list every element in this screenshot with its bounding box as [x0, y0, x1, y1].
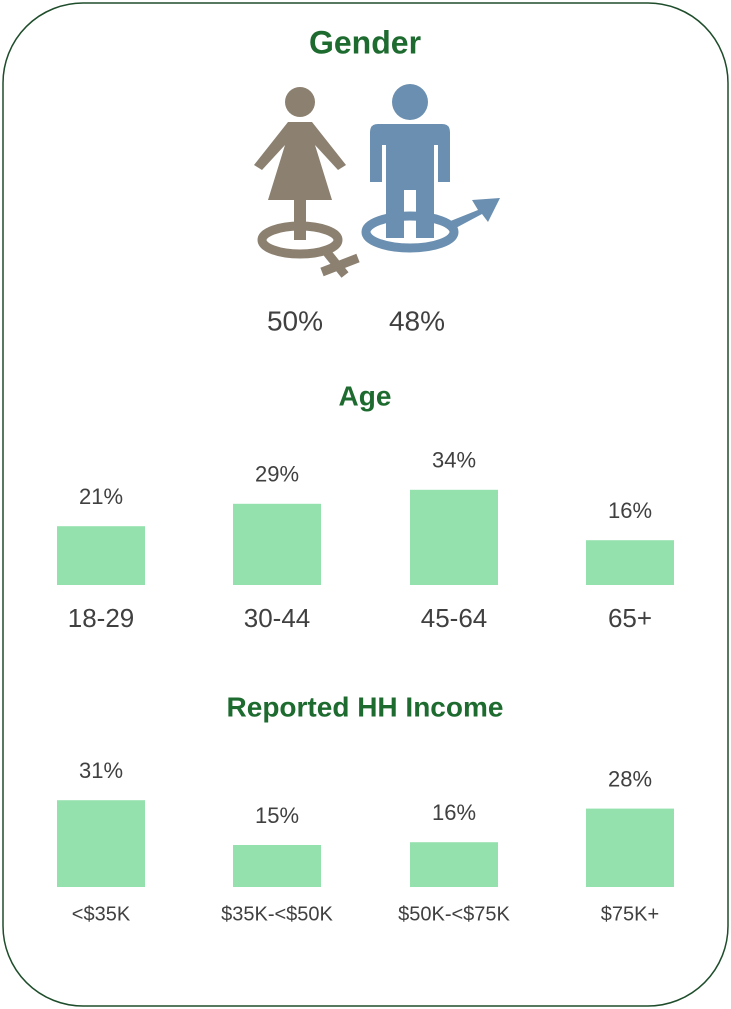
bar [57, 526, 145, 585]
male-arrow [448, 198, 500, 230]
female-cross [320, 247, 360, 278]
male-body [370, 124, 450, 238]
female-ring [257, 221, 343, 259]
category-label: $50K-<$75K [398, 903, 510, 925]
chart-title: Gender [309, 24, 421, 60]
bar [57, 800, 145, 887]
value-label: 29% [255, 462, 299, 487]
male-ring [361, 211, 459, 253]
category-label: $35K-<$50K [221, 903, 333, 925]
bar [233, 503, 321, 585]
gender-icon [254, 87, 360, 278]
value-label: 16% [608, 498, 652, 523]
chart-title: Age [339, 380, 392, 411]
bar [586, 540, 674, 585]
bar [233, 845, 321, 887]
category-label: 18-29 [68, 603, 135, 633]
value-label: 50% [267, 305, 323, 336]
category-label: $75K+ [601, 903, 659, 925]
value-label: 28% [608, 766, 652, 791]
category-label: 45-64 [421, 603, 488, 633]
value-label: 15% [255, 803, 299, 828]
female-body [254, 122, 346, 240]
female-head [285, 87, 315, 117]
value-label: 34% [432, 448, 476, 473]
value-label: 31% [79, 758, 123, 783]
category-label: <$35K [72, 903, 131, 925]
bar [410, 489, 498, 585]
category-label: 30-44 [244, 603, 311, 633]
value-label: 21% [79, 484, 123, 509]
bar [586, 808, 674, 887]
bar [410, 842, 498, 887]
male-head [392, 84, 428, 120]
value-label: 16% [432, 800, 476, 825]
value-label: 48% [389, 305, 445, 336]
gender-icon [361, 84, 500, 253]
category-label: 65+ [608, 603, 652, 633]
chart-title: Reported HH Income [227, 691, 504, 722]
